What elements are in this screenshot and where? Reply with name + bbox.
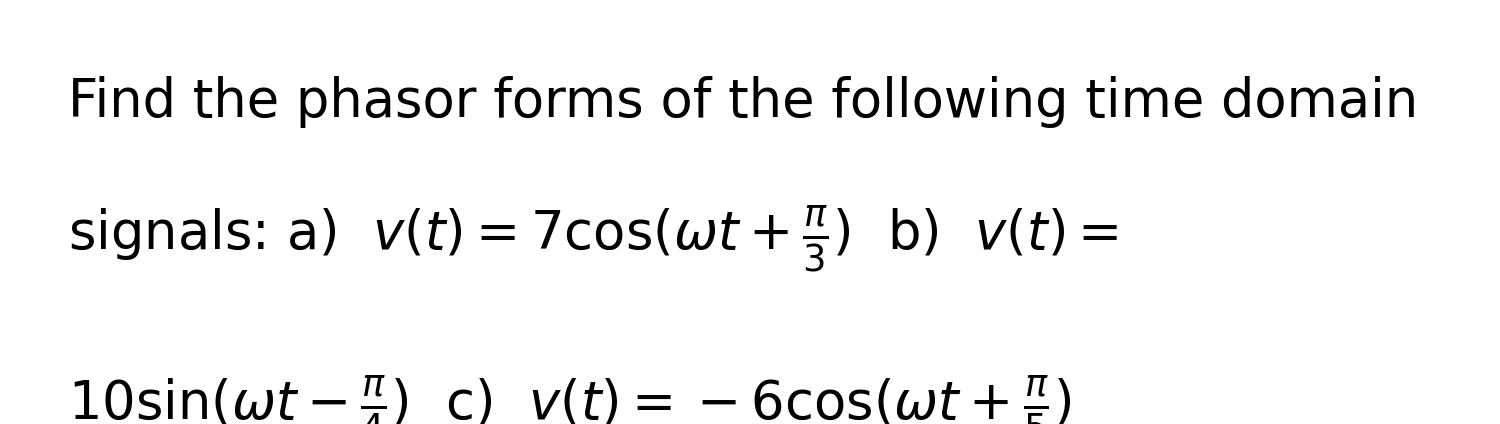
Text: $10\sin(\omega t - \frac{\pi}{4})$  c)  $v(t) = -6\cos(\omega t + \frac{\pi}{5}): $10\sin(\omega t - \frac{\pi}{4})$ c) $v… <box>68 373 1071 424</box>
Text: signals: a)  $v(t) = 7\cos(\omega t + \frac{\pi}{3})$  b)  $v(t) =$: signals: a) $v(t) = 7\cos(\omega t + \fr… <box>68 204 1118 275</box>
Text: Find the phasor forms of the following time domain: Find the phasor forms of the following t… <box>68 76 1417 128</box>
